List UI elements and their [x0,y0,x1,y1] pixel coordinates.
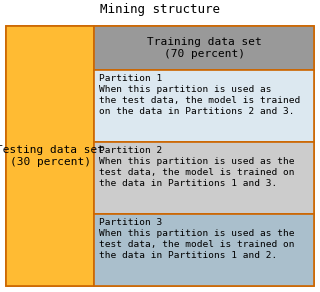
Bar [94,26,314,70]
Text: Mining structure: Mining structure [100,4,220,17]
Text: Testing data set
(30 percent): Testing data set (30 percent) [0,145,104,167]
Bar [94,70,314,142]
Bar [6,26,314,286]
Text: Partition 2
When this partition is used as the
test data, the model is trained o: Partition 2 When this partition is used … [99,146,294,188]
Text: Training data set
(70 percent): Training data set (70 percent) [147,37,261,59]
Bar [94,142,314,214]
Text: Partition 3
When this partition is used as the
test data, the model is trained o: Partition 3 When this partition is used … [99,218,294,260]
Bar [94,214,314,286]
Bar [6,26,94,286]
Text: Partition 1
When this partition is used as
the test data, the model is trained
o: Partition 1 When this partition is used … [99,74,300,116]
